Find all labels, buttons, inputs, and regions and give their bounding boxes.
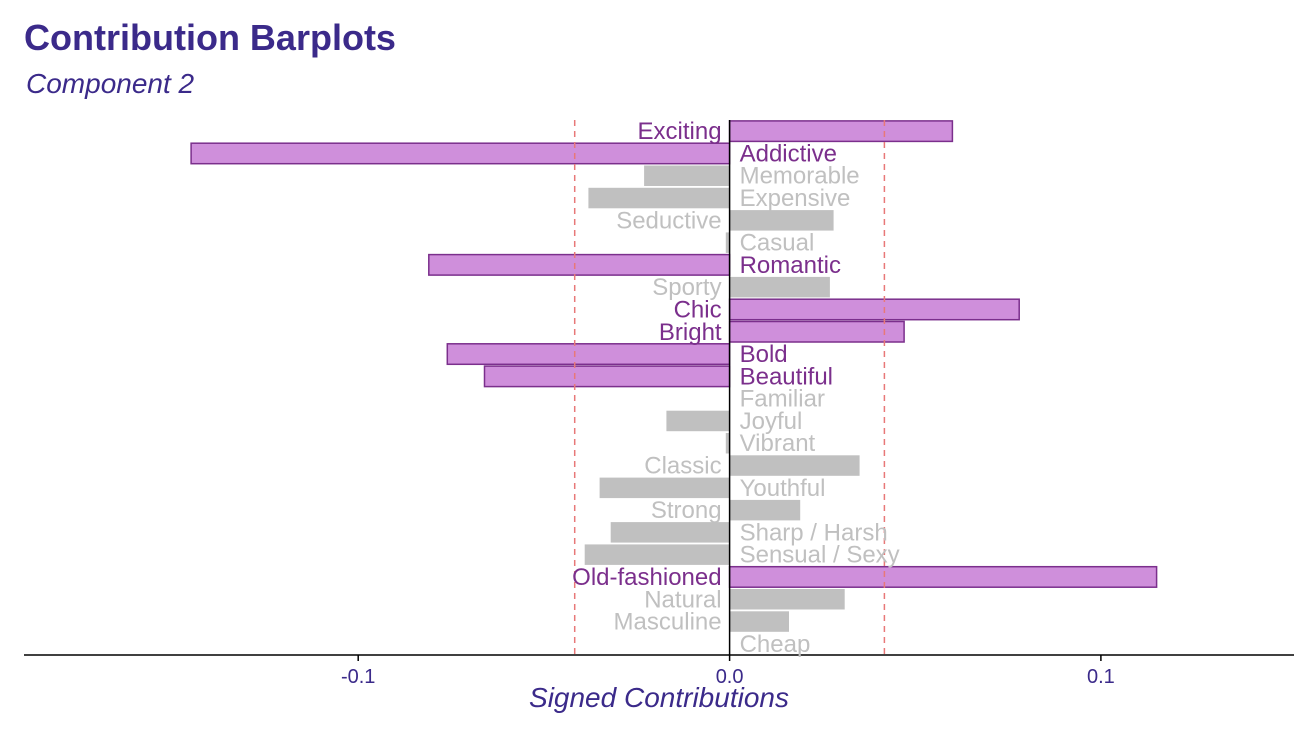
bar-2: [644, 165, 730, 186]
axis-layer: -0.1 0.0 0.1: [24, 120, 1294, 688]
bar-label-5: Casual: [740, 230, 815, 257]
chart-subtitle: Component 2: [26, 68, 195, 99]
bar-label-14: Vibrant: [740, 430, 816, 457]
bar-label-4: Seductive: [616, 207, 721, 234]
bar-label-3: Expensive: [740, 185, 851, 212]
x-tick-label-0: -0.1: [341, 666, 375, 688]
bar-11: [483, 365, 731, 388]
bar-19: [584, 544, 730, 565]
bar-label-9: Bright: [659, 319, 722, 346]
x-tick-label-2: 0.1: [1087, 666, 1115, 688]
x-axis-label: Signed Contributions: [529, 682, 789, 713]
chart-title: Contribution Barplots: [24, 17, 396, 58]
bar-1: [190, 142, 731, 165]
bar-8: [728, 298, 1020, 321]
bar-22: [729, 611, 789, 632]
bar-label-18: Sharp / Harsh: [740, 519, 888, 546]
bar-label-12: Familiar: [740, 386, 825, 413]
bar-15: [729, 455, 860, 476]
bar-18: [610, 522, 730, 543]
bar-label-7: Sporty: [652, 274, 721, 301]
bar-label-21: Natural: [644, 586, 721, 613]
x-tick-label-1: 0.0: [716, 666, 744, 688]
bar-label-20: Old-fashioned: [572, 564, 721, 591]
bar-17: [729, 499, 801, 521]
bar-label-6: Romantic: [740, 252, 841, 279]
bar-label-2: Memorable: [740, 163, 860, 190]
bar-9: [728, 320, 905, 343]
bar-label-17: Strong: [651, 497, 722, 524]
bar-label-19: Sensual / Sexy: [740, 542, 900, 569]
bar-label-13: Joyful: [740, 408, 803, 435]
bar-label-23: Cheap: [740, 631, 811, 658]
bar-6: [428, 253, 731, 276]
bar-21: [729, 589, 845, 610]
bar-5: [725, 232, 730, 253]
bar-20: [728, 565, 1158, 588]
bar-10: [446, 343, 731, 366]
bar-label-10: Bold: [740, 341, 788, 368]
bar-label-0: Exciting: [638, 118, 722, 145]
bar-label-11: Beautiful: [740, 363, 833, 390]
bar-7: [729, 276, 830, 298]
bar-label-16: Youthful: [740, 475, 826, 502]
bar-14: [725, 433, 730, 454]
bar-4: [729, 210, 834, 231]
bar-label-22: Masculine: [614, 609, 722, 636]
bars-layer: [190, 120, 1158, 632]
bar-3: [588, 187, 730, 209]
bar-label-8: Chic: [674, 297, 722, 324]
bar-13: [666, 410, 730, 432]
bar-label-15: Classic: [644, 453, 721, 480]
threshold-layer: [573, 120, 886, 655]
bar-0: [728, 120, 954, 143]
bar-label-1: Addictive: [740, 140, 837, 167]
bar-16: [599, 477, 730, 499]
